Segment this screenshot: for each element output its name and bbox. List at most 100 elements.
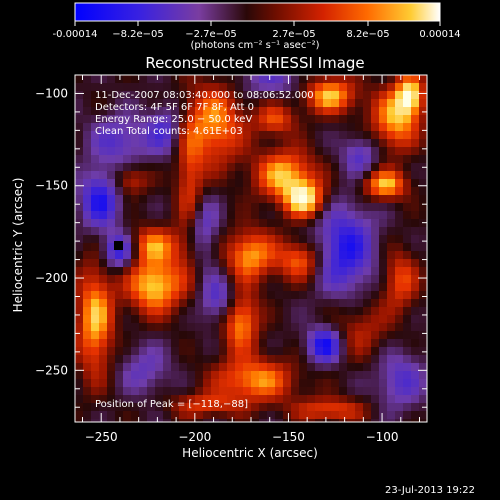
heatmap-cell: [99, 179, 107, 187]
heatmap-cell: [299, 347, 307, 355]
heatmap-cell: [99, 107, 107, 115]
heatmap-cell: [219, 411, 227, 419]
heatmap-cell: [227, 307, 235, 315]
heatmap-cell: [339, 283, 347, 291]
heatmap-cell: [91, 123, 99, 131]
heatmap-cell: [371, 379, 379, 387]
heatmap-cell: [339, 155, 347, 163]
heatmap-cell: [291, 403, 299, 411]
heatmap-cell: [243, 307, 251, 315]
heatmap-cell: [195, 203, 203, 211]
heatmap-cell: [203, 171, 211, 179]
heatmap-cell: [83, 219, 91, 227]
heatmap-cell: [235, 211, 243, 219]
heatmap-cell: [299, 83, 307, 91]
heatmap-cell: [307, 163, 315, 171]
heatmap-cell: [91, 131, 99, 139]
heatmap-cell: [339, 115, 347, 123]
heatmap-cell: [163, 323, 171, 331]
heatmap-cell: [203, 131, 211, 139]
heatmap-cell: [379, 195, 387, 203]
heatmap-cell: [251, 155, 259, 163]
heatmap-cell: [179, 299, 187, 307]
heatmap-cell: [211, 299, 219, 307]
heatmap-cell: [259, 107, 267, 115]
heatmap-cell: [75, 379, 83, 387]
heatmap-cell: [91, 195, 99, 203]
heatmap-cell: [211, 411, 219, 419]
heatmap-cell: [203, 219, 211, 227]
heatmap-cell: [107, 411, 115, 419]
heatmap-cell: [379, 331, 387, 339]
heatmap-cell: [115, 379, 123, 387]
heatmap-cell: [203, 259, 211, 267]
heatmap-cell: [115, 299, 123, 307]
heatmap-cell: [259, 323, 267, 331]
heatmap-cell: [395, 387, 403, 395]
heatmap-cell: [315, 339, 323, 347]
heatmap-cell: [83, 371, 91, 379]
heatmap-cell: [355, 379, 363, 387]
heatmap-cell: [411, 179, 419, 187]
heatmap-cell: [179, 403, 187, 411]
heatmap-cell: [419, 307, 427, 315]
heatmap-cell: [147, 411, 155, 419]
heatmap-cell: [91, 419, 99, 422]
heatmap-cell: [411, 275, 419, 283]
heatmap-cell: [203, 379, 211, 387]
heatmap-cell: [251, 371, 259, 379]
heatmap-cell: [243, 379, 251, 387]
heatmap-cell: [139, 115, 147, 123]
heatmap-cell: [139, 139, 147, 147]
heatmap-cell: [243, 163, 251, 171]
heatmap-cell: [315, 299, 323, 307]
heatmap-cell: [203, 323, 211, 331]
heatmap-cell: [315, 227, 323, 235]
heatmap-cell: [203, 107, 211, 115]
heatmap-cell: [91, 75, 99, 83]
heatmap-cell: [331, 155, 339, 163]
heatmap-cell: [371, 395, 379, 403]
heatmap-cell: [107, 339, 115, 347]
heatmap-cell: [371, 235, 379, 243]
heatmap-cell: [411, 211, 419, 219]
heatmap-cell: [411, 155, 419, 163]
heatmap-cell: [163, 315, 171, 323]
heatmap-cell: [243, 371, 251, 379]
heatmap-cell: [83, 163, 91, 171]
heatmap-cell: [307, 251, 315, 259]
heatmap-cell: [419, 131, 427, 139]
heatmap-cell: [339, 211, 347, 219]
heatmap-cell: [227, 291, 235, 299]
heatmap-cell: [243, 355, 251, 363]
heatmap-cell: [259, 115, 267, 123]
heatmap-cell: [163, 355, 171, 363]
heatmap-cell: [99, 99, 107, 107]
heatmap-cell: [283, 179, 291, 187]
heatmap-cell: [419, 251, 427, 259]
heatmap-cell: [299, 307, 307, 315]
heatmap-cell: [219, 379, 227, 387]
heatmap-cell: [371, 283, 379, 291]
heatmap-cell: [387, 83, 395, 91]
heatmap-cell: [363, 323, 371, 331]
heatmap-cell: [187, 291, 195, 299]
heatmap-cell: [171, 283, 179, 291]
heatmap-cell: [315, 355, 323, 363]
heatmap-cell: [203, 419, 211, 422]
heatmap-cell: [323, 323, 331, 331]
heatmap-cell: [163, 307, 171, 315]
heatmap-cell: [403, 203, 411, 211]
heatmap-cell: [363, 187, 371, 195]
heatmap-cell: [363, 147, 371, 155]
heatmap-cell: [139, 259, 147, 267]
heatmap-cell: [307, 75, 315, 83]
heatmap-cell: [275, 411, 283, 419]
heatmap-cell: [163, 291, 171, 299]
heatmap-cell: [115, 331, 123, 339]
heatmap-cell: [267, 155, 275, 163]
heatmap-cell: [131, 371, 139, 379]
heatmap-cell: [267, 171, 275, 179]
heatmap-cell: [331, 163, 339, 171]
heatmap-cell: [179, 91, 187, 99]
